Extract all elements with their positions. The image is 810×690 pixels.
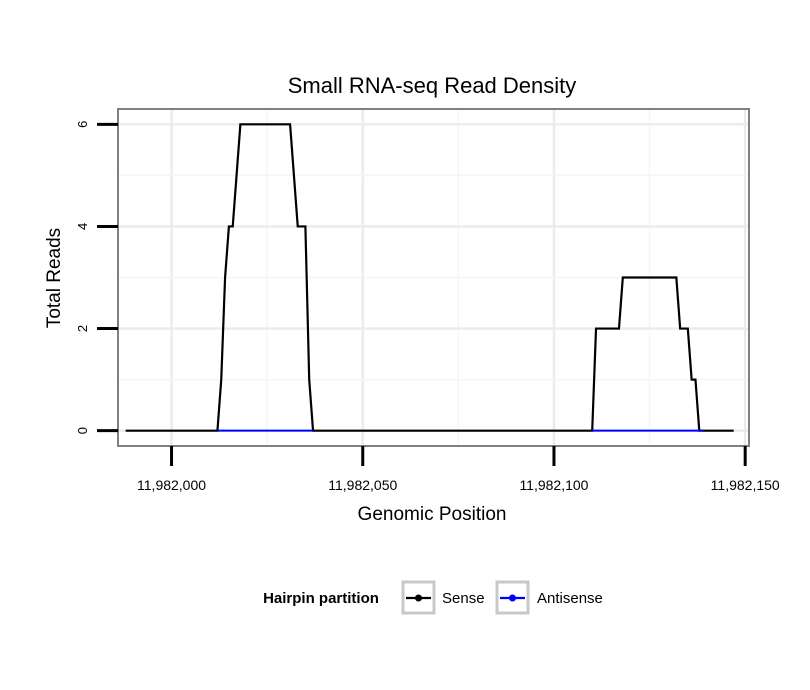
legend-point-sense [415, 594, 422, 602]
series-layer [125, 123, 734, 432]
y-tick-label: 6 [75, 121, 90, 128]
legend-label-sense: Sense [442, 590, 485, 607]
legend-title: Hairpin partition [263, 590, 379, 607]
legend-item-antisense: Antisense [495, 580, 603, 615]
chart-title: Small RNA-seq Read Density [288, 73, 577, 98]
y-tick-label: 2 [75, 325, 90, 332]
y-axis: 0 2 4 6 [75, 121, 118, 434]
x-tick-label: 11,982,050 [328, 477, 397, 493]
legend-point-antisense [509, 594, 516, 602]
x-tick-label: 11,982,150 [711, 477, 780, 493]
legend: Hairpin partition Sense Antisense [263, 580, 603, 615]
x-axis: 11,982,000 11,982,050 11,982,100 11,982,150 [137, 446, 780, 493]
plot-border [117, 108, 750, 447]
y-axis-label: Total Reads [44, 228, 65, 328]
plot-area [117, 108, 750, 447]
x-axis-label: Genomic Position [358, 504, 507, 525]
x-tick-label: 11,982,000 [137, 477, 206, 493]
y-tick-label: 4 [75, 223, 90, 230]
x-tick-label: 11,982,100 [519, 477, 588, 493]
legend-label-antisense: Antisense [537, 590, 603, 607]
y-tick-label: 0 [75, 427, 90, 434]
legend-item-sense: Sense [401, 580, 485, 615]
